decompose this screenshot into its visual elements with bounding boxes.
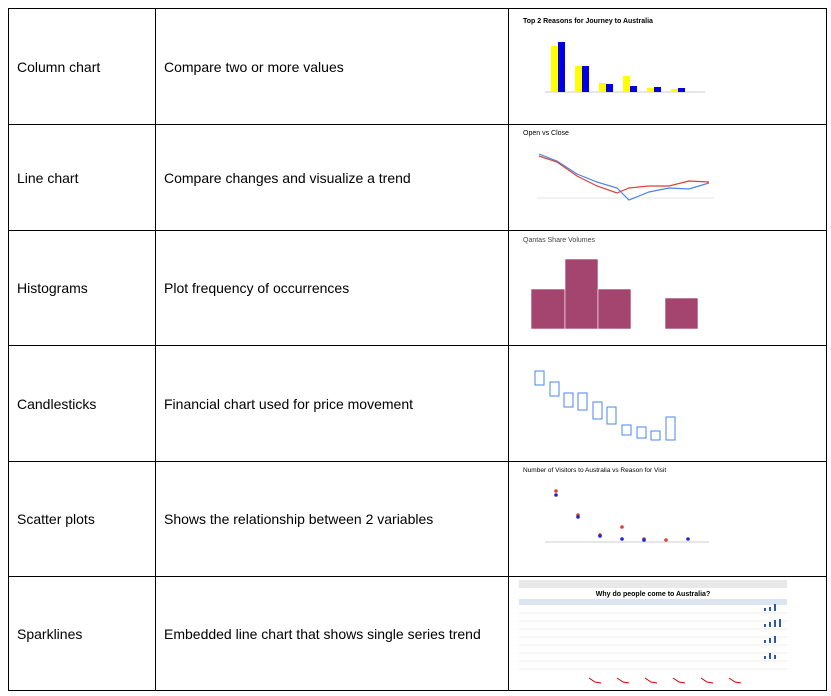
thumbnail: Top 2 Reasons for Journey to Australia — [523, 18, 705, 92]
chart-type: Sparklines — [8, 576, 156, 691]
chart-type-table: Column chart Compare two or more values … — [8, 8, 827, 691]
thumbnail-cell: Top 2 Reasons for Journey to Australia — [508, 8, 827, 125]
chart-use: Plot frequency of occurrences — [155, 230, 509, 346]
sparklines — [764, 603, 781, 659]
line-thumbnail — [537, 152, 714, 201]
sheet-grid — [519, 612, 787, 669]
row: Histograms Plot frequency of occurrences… — [8, 230, 827, 346]
chart-type: Column chart — [8, 8, 156, 125]
sheet-header — [519, 579, 787, 588]
row: Column chart Compare two or more values … — [8, 8, 827, 125]
row: Line chart Compare changes and visualize… — [8, 124, 827, 231]
chart-type: Scatter plots — [8, 461, 156, 577]
thumbnail-cell — [508, 345, 827, 462]
sparkline-trends — [588, 677, 742, 683]
chart-type: Histograms — [8, 230, 156, 346]
thumbnail: Qantas Share Volumes — [523, 237, 699, 329]
thumbnail-title: Top 2 Reasons for Journey to Australia — [523, 18, 653, 25]
thumbnail: Why do people come to Australia? — [519, 579, 787, 683]
row: Scatter plots Shows the relationship bet… — [8, 461, 827, 577]
chart-use: Embedded line chart that shows single se… — [155, 576, 509, 691]
thumbnail-title: Why do people come to Australia? — [596, 591, 710, 598]
scatter-thumbnail — [545, 488, 709, 542]
chart-type: Line chart — [8, 124, 156, 231]
histogram-thumbnail — [530, 258, 699, 329]
chart-type: Candlesticks — [8, 345, 156, 462]
thumbnail: Open vs Close — [523, 130, 714, 201]
candlestick-thumbnail — [534, 370, 676, 440]
chart-use: Financial chart used for price movement — [155, 345, 509, 462]
thumbnail-title: Number of Visitors to Australia vs Reaso… — [523, 467, 666, 474]
thumbnail-cell: Open vs Close — [508, 124, 827, 231]
thumbnail: Number of Visitors to Australia vs Reaso… — [523, 467, 709, 542]
thumbnail-title: Qantas Share Volumes — [523, 237, 595, 244]
thumbnail — [534, 370, 676, 440]
chart-use: Compare changes and visualize a trend — [155, 124, 509, 231]
column-thumbnail — [545, 41, 705, 92]
chart-use: Compare two or more values — [155, 8, 509, 125]
thumbnail-cell: Number of Visitors to Australia vs Reaso… — [508, 461, 827, 577]
thumbnail-cell: Why do people come to Australia? — [508, 576, 827, 691]
chart-use: Shows the relationship between 2 variabl… — [155, 461, 509, 577]
thumbnail-title: Open vs Close — [523, 130, 569, 137]
row: Candlesticks Financial chart used for pr… — [8, 345, 827, 462]
thumbnail-cell: Qantas Share Volumes — [508, 230, 827, 346]
row: Sparklines Embedded line chart that show… — [8, 576, 827, 691]
sheet-row — [519, 598, 787, 605]
